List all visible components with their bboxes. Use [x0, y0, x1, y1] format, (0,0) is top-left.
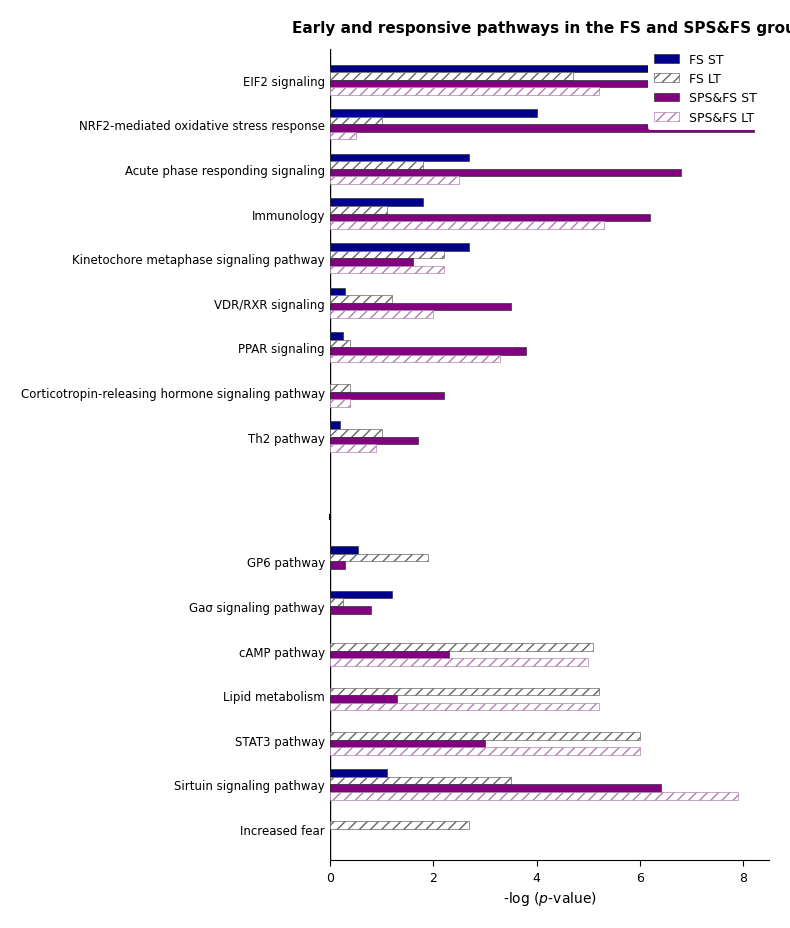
Bar	[329, 769, 386, 777]
Bar	[329, 110, 536, 118]
Bar	[329, 732, 640, 740]
Bar	[329, 266, 443, 274]
Bar	[329, 643, 593, 651]
Bar	[329, 348, 526, 355]
Bar	[329, 784, 660, 793]
Bar	[329, 422, 340, 430]
Bar	[329, 748, 640, 755]
Title: Early and responsive pathways in the FS and SPS&FS group: Early and responsive pathways in the FS …	[292, 20, 790, 36]
Bar	[329, 251, 443, 259]
Bar	[329, 88, 599, 96]
Legend: FS ST, FS LT, SPS&FS ST, SPS&FS LT: FS ST, FS LT, SPS&FS ST, SPS&FS LT	[648, 47, 763, 131]
Bar	[329, 207, 386, 214]
Bar	[329, 400, 351, 407]
Bar	[329, 125, 754, 133]
Bar	[329, 393, 443, 400]
Bar	[329, 200, 423, 207]
Bar	[329, 177, 459, 185]
Bar	[329, 591, 392, 599]
Bar	[329, 547, 358, 554]
Bar	[329, 118, 382, 125]
Bar	[329, 289, 345, 296]
Bar	[329, 303, 510, 311]
Bar	[329, 162, 423, 170]
Bar	[329, 430, 382, 437]
Bar	[329, 355, 500, 363]
Bar	[329, 244, 469, 251]
Bar	[329, 214, 650, 222]
Bar	[329, 740, 485, 748]
Bar	[329, 437, 418, 445]
Bar	[329, 385, 351, 393]
Bar	[329, 821, 469, 829]
Bar	[329, 296, 392, 303]
Bar	[329, 793, 738, 800]
Bar	[329, 554, 428, 561]
Bar	[329, 155, 469, 162]
Bar	[329, 659, 589, 666]
Bar	[329, 651, 449, 659]
Bar	[329, 695, 397, 703]
Bar	[329, 703, 599, 711]
Bar	[329, 66, 681, 73]
Bar	[329, 81, 748, 88]
Bar	[329, 133, 356, 140]
Bar	[329, 170, 681, 177]
Bar	[329, 777, 510, 784]
Bar	[329, 311, 433, 318]
Bar	[329, 599, 343, 606]
Bar	[329, 606, 371, 614]
Bar	[329, 222, 604, 229]
Bar	[329, 561, 345, 570]
Bar	[329, 341, 351, 348]
Bar	[329, 259, 412, 266]
Bar	[329, 333, 343, 341]
Bar	[329, 73, 573, 81]
X-axis label: -log ($\it{p}$-value): -log ($\it{p}$-value)	[502, 889, 596, 908]
Bar	[329, 445, 376, 452]
Bar	[329, 688, 599, 695]
